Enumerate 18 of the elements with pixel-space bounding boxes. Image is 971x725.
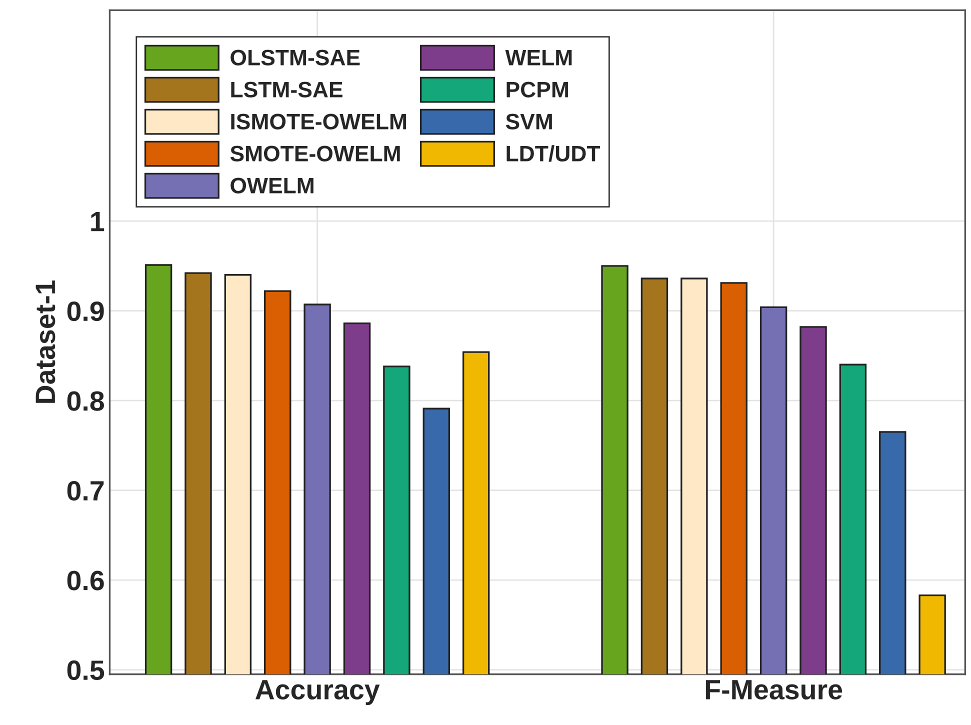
x-tick-label: Accuracy xyxy=(255,680,380,706)
legend-label: WELM xyxy=(505,50,572,66)
legend-label: SVM xyxy=(506,114,552,130)
y-tick-label: 0.6 xyxy=(67,570,104,590)
y-tick-label: 1 xyxy=(91,212,104,232)
legend-label: SMOTE-OWELM xyxy=(230,146,400,162)
y-axis-title: Dataset-1 xyxy=(36,280,56,403)
legend-label: OWELM xyxy=(230,178,314,194)
legend-label: LSTM-SAE xyxy=(231,82,342,98)
y-tick-label: 0.8 xyxy=(67,391,104,411)
y-tick-label: 0.9 xyxy=(67,301,104,322)
legend-label: ISMOTE-OWELM xyxy=(231,114,406,130)
legend-label: OLSTM-SAE xyxy=(230,50,360,66)
y-tick-label: 0.5 xyxy=(67,660,104,680)
legend-label: LDT/UDT xyxy=(506,145,600,162)
legend-label: PCPM xyxy=(506,82,568,98)
y-tick-label: 0.7 xyxy=(67,480,104,501)
x-tick-label: F-Measure xyxy=(706,680,842,700)
